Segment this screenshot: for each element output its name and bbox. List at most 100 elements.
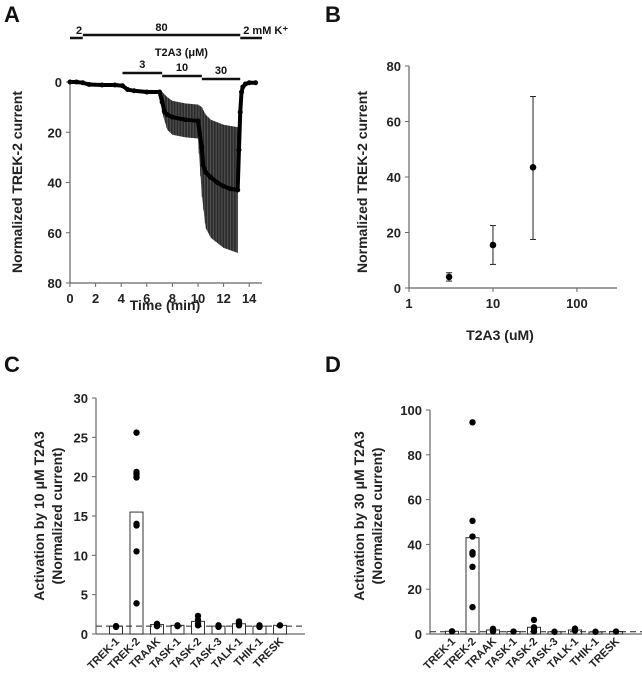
b-y-tick-label: 80	[387, 59, 401, 74]
c-y-tick-label: 25	[74, 430, 88, 445]
a-x-tick-label: 12	[216, 291, 230, 306]
a-x-tick-label: 0	[66, 291, 73, 306]
a-k-protocol-label: 80	[155, 22, 167, 34]
c-y-tick-label: 20	[74, 470, 88, 485]
panel-b-dose-response: 0 20 40 60 80 1 10 100 T2A3 (uM) Normalized TR…	[354, 59, 617, 343]
a-data-point	[253, 80, 259, 86]
b-x-tick-label: 10	[486, 296, 500, 311]
b-y-tick-label: 0	[394, 281, 401, 296]
b-y-tick-label: 40	[387, 170, 401, 185]
a-data-point	[125, 87, 131, 93]
a-data-point	[131, 88, 137, 94]
c-data-point	[194, 622, 202, 629]
panel-label-b: B	[325, 2, 341, 27]
d-data-point	[469, 551, 476, 558]
a-data-point	[112, 82, 118, 88]
c-data-point	[133, 548, 140, 555]
a-data-point	[200, 162, 206, 168]
a-data-point	[195, 118, 201, 124]
c-y-axis-title-line2: (Normalized current)	[49, 448, 65, 585]
a-data-point	[164, 112, 170, 118]
a-data-point	[239, 89, 245, 95]
d-y-tick-label: 20	[408, 582, 422, 597]
b-y-axis-title: Normalized TREK-2 current	[354, 91, 370, 273]
a-data-point	[99, 82, 105, 88]
c-data-point	[133, 429, 140, 436]
a-y-tick-label: 20	[48, 125, 62, 140]
a-x-axis-title: Time (min)	[130, 297, 201, 313]
b-x-tick-label: 1	[405, 296, 412, 311]
a-drug-protocol-label: 10	[176, 62, 188, 74]
a-drug-title: T2A3 (μM)	[155, 47, 209, 59]
d-data-point	[469, 603, 476, 611]
a-data-point	[208, 174, 214, 180]
c-data-point	[133, 522, 140, 529]
d-y-tick-label: 80	[408, 448, 422, 463]
c-y-tick-label: 10	[74, 548, 88, 563]
a-x-tick-label: 6	[143, 291, 150, 306]
a-data-point	[199, 144, 205, 150]
c-y-tick-label: 30	[74, 391, 88, 406]
d-data-point	[571, 627, 579, 634]
a-k-protocol-label: 2 mM K⁺	[243, 25, 288, 37]
a-data-point	[144, 89, 150, 95]
d-y-axis-title-line2: (Normalized current)	[369, 448, 385, 585]
a-data-point	[221, 183, 227, 189]
a-data-point	[157, 89, 163, 95]
a-data-point	[242, 81, 248, 87]
d-data-point	[469, 533, 476, 540]
c-data-point	[153, 622, 161, 630]
d-data-point	[510, 628, 517, 635]
d-y-tick-label: 60	[408, 493, 422, 508]
c-data-point	[276, 622, 284, 629]
d-data-point	[489, 628, 497, 635]
d-data-point	[448, 628, 456, 635]
a-data-point	[169, 114, 175, 120]
a-x-tick-label: 14	[242, 291, 257, 306]
a-data-point	[86, 82, 92, 88]
d-data-point	[469, 517, 476, 525]
a-y-tick-label: 40	[48, 176, 62, 191]
b-data-point	[445, 273, 453, 281]
b-data-point	[529, 163, 537, 171]
a-drug-protocol-label: 3	[139, 59, 145, 71]
panel-label-a: A	[4, 2, 20, 27]
d-data-point	[469, 563, 476, 570]
d-y-tick-label: 100	[400, 403, 422, 418]
a-drug-protocol-label: 30	[215, 65, 227, 77]
a-data-point	[203, 169, 209, 175]
a-data-point	[214, 180, 220, 185]
b-data-point	[489, 241, 497, 249]
a-data-point	[159, 99, 165, 105]
a-data-point	[236, 147, 242, 153]
panel-label-c: C	[4, 352, 20, 377]
d-y-axis-title-line1: Activation by 30 μM T2A3	[351, 431, 367, 601]
d-data-point	[530, 616, 538, 624]
a-y-tick-label: 0	[55, 75, 62, 90]
c-data-point	[133, 600, 140, 607]
d-data-point	[612, 628, 620, 635]
c-data-point	[133, 474, 140, 481]
panel-a-time-course: 0 20 40 60 80 0 2 4 6 8 10 12 14 2 80 2 mM K⁺ T2A3 (μM…	[9, 22, 288, 313]
a-data-point	[80, 80, 86, 86]
c-y-tick-label: 0	[81, 627, 88, 642]
d-data-point	[469, 419, 476, 426]
a-data-point	[246, 80, 252, 86]
c-data-point	[112, 623, 120, 631]
d-y-tick-label: 40	[408, 537, 422, 552]
c-y-tick-label: 15	[74, 509, 88, 524]
b-y-tick-label: 60	[387, 115, 401, 130]
d-y-tick-label: 0	[415, 627, 422, 642]
a-k-protocol-label: 2	[76, 25, 82, 37]
a-data-point	[73, 79, 79, 85]
c-y-axis-title-line1: Activation by 10 μM T2A3	[31, 431, 47, 601]
d-data-point	[592, 628, 599, 635]
c-data-point	[174, 622, 181, 630]
a-data-point	[182, 117, 188, 123]
a-x-tick-label: 10	[191, 291, 205, 306]
c-data-point	[215, 623, 222, 631]
a-data-point	[227, 186, 233, 192]
d-data-point	[551, 628, 558, 635]
